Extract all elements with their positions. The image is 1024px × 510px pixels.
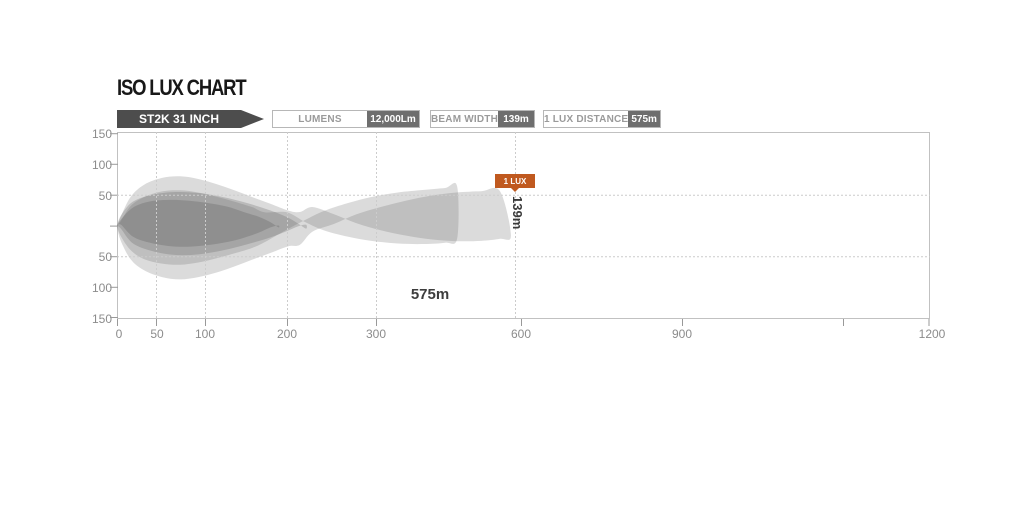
svg-text:1 LUX: 1 LUX	[504, 177, 527, 186]
